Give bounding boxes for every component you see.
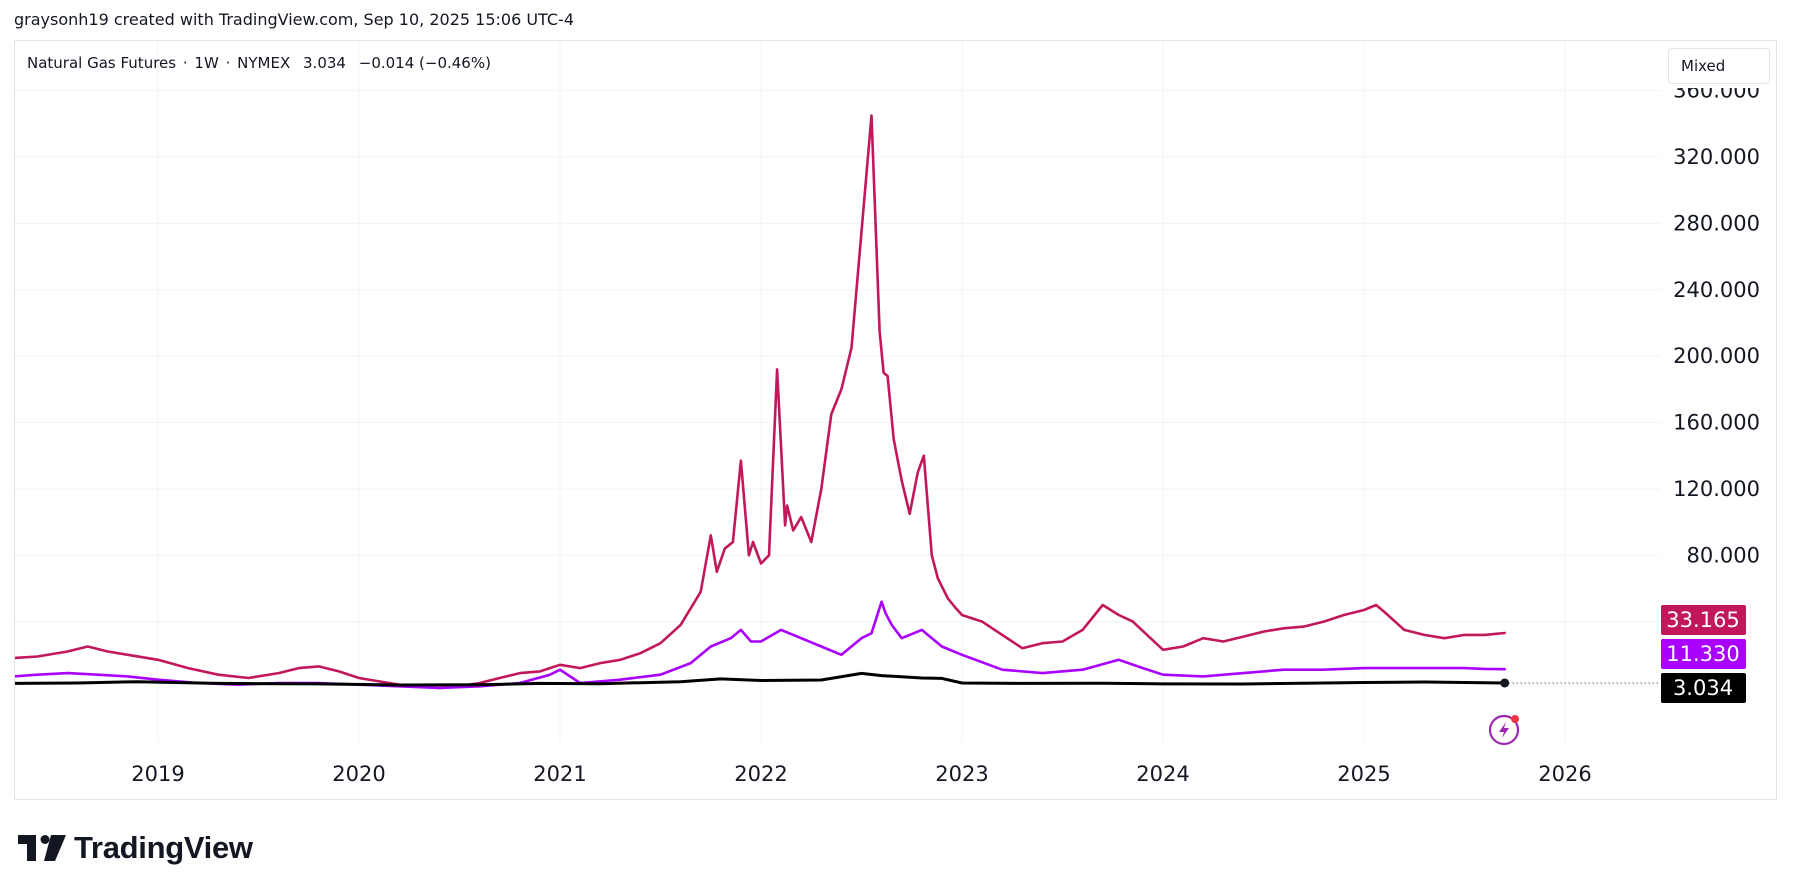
brand[interactable]: TradingView xyxy=(18,830,253,866)
series-line-1[interactable] xyxy=(13,114,1506,690)
series-line-3[interactable] xyxy=(13,671,1507,687)
header-separator: · xyxy=(225,54,231,72)
last-price: 3.034 xyxy=(303,54,346,72)
tradingview-logo-icon xyxy=(18,835,66,861)
symbol-header: Natural Gas Futures · 1W · NYMEX 3.034 −… xyxy=(27,54,491,72)
x-tick-label: 2019 xyxy=(131,762,184,786)
series-layer xyxy=(13,114,1660,690)
chart-frame xyxy=(14,40,1777,800)
series-line-2[interactable] xyxy=(13,600,1506,690)
last-value-badge xyxy=(1661,605,1746,635)
scale-mode-button[interactable]: Mixed xyxy=(1668,48,1770,84)
last-value-labels: 33.165 11.330 3.034 xyxy=(1661,605,1746,703)
interval-label[interactable]: 1W xyxy=(194,54,219,72)
x-tick-label: 2024 xyxy=(1136,762,1189,786)
y-tick-label: 80.000 xyxy=(1687,543,1760,567)
y-tick-label: 120.000 xyxy=(1673,477,1760,501)
x-tick-label: 2021 xyxy=(533,762,586,786)
x-tick-label: 2020 xyxy=(332,762,385,786)
y-tick-label: 280.000 xyxy=(1673,211,1760,235)
chart-attribution: graysonh19 created with TradingView.com,… xyxy=(14,10,574,29)
price-change: −0.014 (−0.46%) xyxy=(358,54,491,72)
y-tick-label: 240.000 xyxy=(1673,278,1760,302)
y-tick-label: 320.000 xyxy=(1673,145,1760,169)
last-value-badge xyxy=(1661,673,1746,703)
axis-layer: 320.000 280.000 240.000 200.000 160.000 120.0… xyxy=(131,79,1760,786)
x-tick-label: 2023 xyxy=(935,762,988,786)
y-tick-label: 160.000 xyxy=(1673,411,1760,435)
y-tick-label-partial: 360.000 xyxy=(1673,79,1760,103)
lightning-icon[interactable] xyxy=(1488,714,1520,746)
last-value-label: 11.330 xyxy=(1666,642,1739,666)
symbol-name[interactable]: Natural Gas Futures xyxy=(27,54,177,72)
header-separator: · xyxy=(182,54,188,72)
x-tick-label: 2026 xyxy=(1538,762,1591,786)
x-tick-label: 2025 xyxy=(1337,762,1390,786)
brand-name: TradingView xyxy=(74,830,253,865)
grid-layer xyxy=(15,41,1660,742)
last-value-label: 33.165 xyxy=(1666,608,1739,632)
x-tick-label: 2022 xyxy=(734,762,787,786)
exchange-label: NYMEX xyxy=(237,54,291,72)
y-tick-label: 200.000 xyxy=(1673,344,1760,368)
last-value-badge xyxy=(1661,639,1746,669)
last-price-dot[interactable] xyxy=(1500,678,1510,688)
last-value-label: 3.034 xyxy=(1673,676,1733,700)
